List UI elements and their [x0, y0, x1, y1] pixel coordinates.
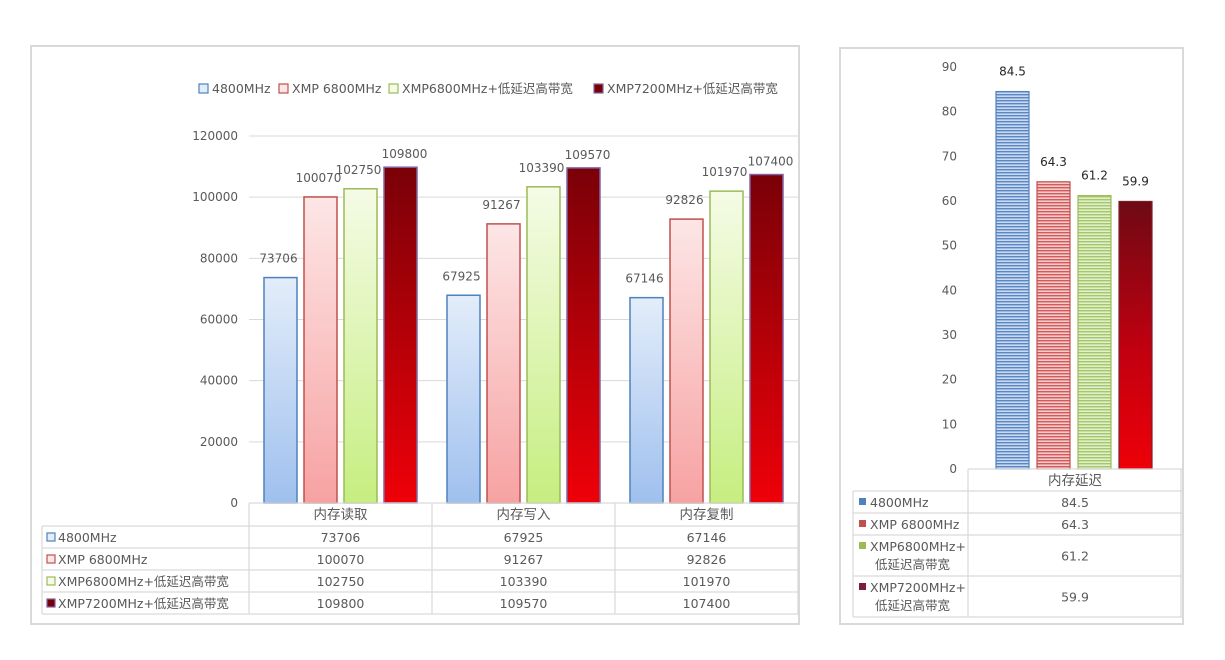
bar	[263, 276, 298, 504]
bar	[995, 90, 1030, 470]
legend-label: XMP7200MHz+低延迟高带宽	[607, 81, 778, 96]
table-cell: 73706	[321, 530, 361, 545]
latency-chart: 0 10 20 30 40 50 60 70 80 90 84.5 64.3 61.2 59.9 内存延迟 4…	[852, 60, 1182, 618]
data-label: 67925	[442, 269, 480, 283]
table-swatch	[46, 554, 56, 564]
bar	[1118, 200, 1153, 470]
y-tick-label: 0	[949, 462, 957, 476]
table-swatch	[859, 583, 866, 590]
y-tick-label: 30	[942, 328, 957, 342]
table-cell: 91267	[504, 552, 544, 567]
data-label: 101970	[702, 165, 748, 179]
table-cell: 61.2	[1061, 549, 1089, 564]
data-label: 91267	[482, 198, 520, 212]
table-swatch	[46, 598, 56, 608]
table-swatch	[46, 576, 56, 586]
y-tick-label: 70	[942, 149, 957, 163]
table-series-label: 低延迟高带宽	[875, 557, 950, 572]
bandwidth-chart-panel: 0 20000 40000 60000 80000 100000 120000 4800MHz…	[30, 45, 800, 625]
data-label: 109570	[565, 148, 611, 162]
latency-chart-panel: 0 10 20 30 40 50 60 70 80 90 84.5 64.3 61.2 59.9 内存延迟 4…	[839, 47, 1184, 625]
bar	[1077, 195, 1112, 470]
table-cell: 101970	[683, 574, 731, 589]
legend-swatch	[388, 83, 399, 94]
table-swatch	[46, 532, 56, 542]
table-cell: 67925	[504, 530, 544, 545]
table-series-label: XMP6800MHz+低延迟高带宽	[58, 574, 229, 589]
data-label: 107400	[748, 155, 794, 169]
table-swatch	[859, 542, 866, 549]
legend-swatch	[198, 83, 209, 94]
bar	[1036, 181, 1071, 470]
table-cell: 103390	[500, 574, 548, 589]
table-series-label: XMP 6800MHz	[58, 552, 148, 567]
table-series-label: XMP7200MHz+	[870, 580, 966, 595]
table-cell: 109570	[500, 596, 548, 611]
table-cell: 100070	[317, 552, 365, 567]
data-label: 100070	[296, 171, 342, 185]
bar	[446, 294, 481, 504]
data-label: 61.2	[1081, 169, 1108, 183]
y-tick-label: 10	[942, 417, 957, 431]
bar	[629, 296, 664, 504]
bar	[383, 166, 418, 504]
bar	[343, 188, 378, 504]
bar	[709, 190, 744, 504]
table-cell: 102750	[317, 574, 365, 589]
y-tick-label: 100000	[192, 190, 238, 204]
table-series-label: XMP 6800MHz	[870, 517, 960, 532]
category-label: 内存写入	[497, 507, 551, 523]
data-label: 92826	[665, 193, 703, 207]
y-tick-label: 80	[942, 105, 957, 119]
y-tick-label: 0	[230, 496, 238, 510]
y-tick-label: 60000	[200, 313, 238, 327]
category-label: 内存读取	[314, 507, 368, 523]
y-tick-label: 120000	[192, 129, 238, 143]
table-series-label: 4800MHz	[870, 495, 929, 510]
bar	[303, 196, 338, 504]
category-label: 内存延迟	[1048, 473, 1102, 489]
table-cell: 64.3	[1061, 517, 1089, 532]
y-tick-label: 40	[942, 283, 957, 297]
data-label: 84.5	[999, 65, 1026, 79]
y-tick-label: 50	[942, 239, 957, 253]
table-series-label: XMP6800MHz+	[870, 539, 966, 554]
data-label: 67146	[625, 272, 663, 286]
table-series-label: 低延迟高带宽	[875, 598, 950, 613]
bar	[526, 186, 561, 504]
table-cell: 84.5	[1061, 495, 1089, 510]
table-series-label: 4800MHz	[58, 530, 117, 545]
legend-label: XMP6800MHz+低延迟高带宽	[402, 81, 573, 96]
data-label: 59.9	[1122, 174, 1149, 188]
category-label: 内存复制	[680, 506, 734, 523]
y-tick-label: 20000	[200, 435, 238, 449]
bar	[749, 173, 784, 504]
data-label: 103390	[519, 161, 565, 175]
bar	[486, 223, 521, 504]
y-tick-label: 80000	[200, 251, 238, 265]
y-tick-label: 20	[942, 373, 957, 387]
bar	[566, 167, 601, 504]
table-swatch	[859, 520, 866, 527]
legend-label: XMP 6800MHz	[292, 81, 382, 96]
legend-swatch	[593, 83, 604, 94]
y-tick-label: 60	[942, 194, 957, 208]
bandwidth-chart: 0 20000 40000 60000 80000 100000 120000 4800MHz…	[41, 81, 799, 615]
legend-swatch	[278, 83, 289, 94]
data-label: 109800	[382, 147, 428, 161]
table-series-label: XMP7200MHz+低延迟高带宽	[58, 596, 229, 611]
y-tick-label: 40000	[200, 374, 238, 388]
y-tick-label: 90	[942, 60, 957, 74]
table-cell: 67146	[687, 530, 727, 545]
table-cell: 107400	[683, 596, 731, 611]
data-label: 64.3	[1040, 155, 1067, 169]
table-cell: 109800	[317, 596, 365, 611]
table-cell: 92826	[687, 552, 727, 567]
data-label: 73706	[259, 252, 297, 266]
data-label: 102750	[336, 163, 382, 177]
bar	[669, 218, 704, 504]
legend-label: 4800MHz	[212, 81, 271, 96]
table-cell: 59.9	[1061, 590, 1089, 605]
table-swatch	[859, 498, 866, 505]
